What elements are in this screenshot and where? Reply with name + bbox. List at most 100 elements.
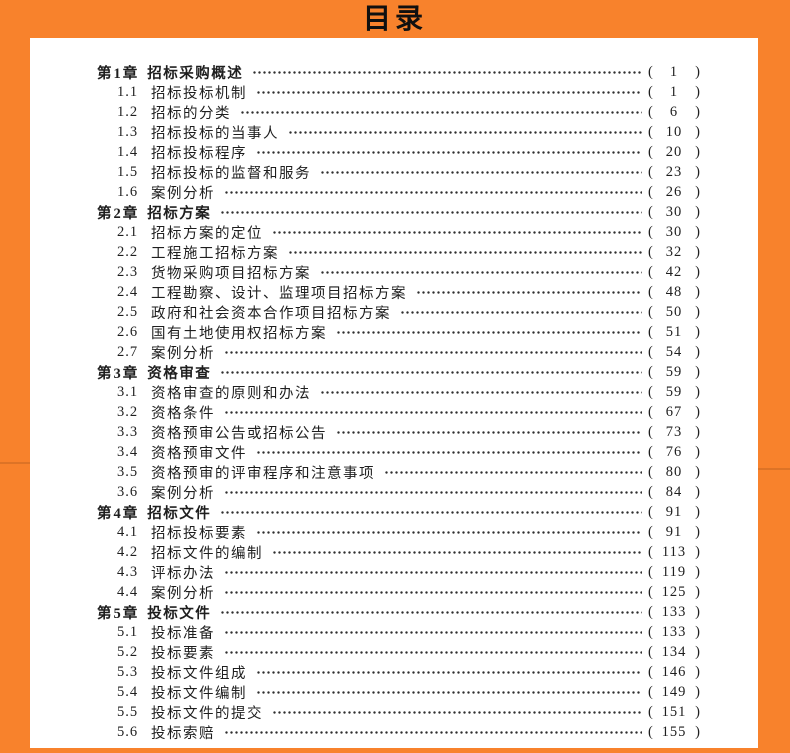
chapter-number: 第5章 xyxy=(97,605,140,622)
page-number-value: 20 xyxy=(665,143,683,160)
page-number: 133 xyxy=(648,604,700,621)
page-number-value: 146 xyxy=(661,663,687,680)
section-number: 5.5 xyxy=(117,703,139,720)
section-title: 资格预审公告或招标公告 xyxy=(151,425,327,442)
chapter-title: 资格审查 xyxy=(147,365,212,382)
section-title: 投标索赔 xyxy=(151,725,215,742)
page-number-value: 133 xyxy=(661,603,687,620)
page-number-value: 30 xyxy=(665,203,683,220)
section-number: 5.6 xyxy=(117,723,139,740)
page-number-value: 32 xyxy=(665,243,683,260)
page-number: 1 xyxy=(648,64,700,81)
section-title: 案例分析 xyxy=(151,585,215,602)
toc-section-row: 2.4 工程勘察、设计、监理项目招标方案 48 xyxy=(97,282,700,302)
page-number: 26 xyxy=(648,184,700,201)
page-number-value: 84 xyxy=(665,483,683,500)
section-number: 4.2 xyxy=(117,543,139,560)
dotted-leader xyxy=(272,222,642,242)
dotted-leader xyxy=(256,82,642,102)
section-title: 招标的分类 xyxy=(151,105,231,122)
page-number: 91 xyxy=(648,524,700,541)
page-number: 20 xyxy=(648,144,700,161)
toc-section-row: 5.1 投标准备 133 xyxy=(97,622,700,642)
page-number: 30 xyxy=(648,224,700,241)
toc-section-row: 2.5 政府和社会资本合作项目招标方案 50 xyxy=(97,302,700,322)
toc-section-row: 3.4 资格预审文件 76 xyxy=(97,442,700,462)
page-number-value: 133 xyxy=(661,623,687,640)
section-title: 招标投标要素 xyxy=(151,525,247,542)
dotted-leader xyxy=(220,502,642,522)
page-number-value: 6 xyxy=(669,103,679,120)
page-number: 84 xyxy=(648,484,700,501)
section-title: 国有土地使用权招标方案 xyxy=(151,325,327,342)
dotted-leader xyxy=(272,702,642,722)
dotted-leader xyxy=(224,402,642,422)
section-number: 1.1 xyxy=(117,83,139,100)
dotted-leader xyxy=(336,422,642,442)
toc-section-row: 3.3 资格预审公告或招标公告 73 xyxy=(97,422,700,442)
page-number-value: 30 xyxy=(665,223,683,240)
section-title: 招标投标的监督和服务 xyxy=(151,165,311,182)
dotted-leader xyxy=(224,582,642,602)
page-title: 目录 xyxy=(362,4,427,35)
section-number: 3.5 xyxy=(117,463,139,480)
dotted-leader xyxy=(224,342,642,362)
section-number: 1.5 xyxy=(117,163,139,180)
chapter-number: 第2章 xyxy=(97,205,140,222)
toc-section-row: 2.3 货物采购项目招标方案 42 xyxy=(97,262,700,282)
dotted-leader xyxy=(224,562,642,582)
page-number: 48 xyxy=(648,284,700,301)
section-number: 1.4 xyxy=(117,143,139,160)
page-number-value: 1 xyxy=(669,83,679,100)
dotted-leader xyxy=(384,462,642,482)
dotted-leader xyxy=(224,622,642,642)
dotted-leader xyxy=(224,642,642,662)
right-edge-mark xyxy=(758,468,790,470)
section-number: 2.7 xyxy=(117,343,139,360)
page-number: 73 xyxy=(648,424,700,441)
toc-section-row: 1.1 招标投标机制 1 xyxy=(97,82,700,102)
page-number: 113 xyxy=(648,544,700,561)
page-number: 54 xyxy=(648,344,700,361)
page-number: 146 xyxy=(648,664,700,681)
toc-section-row: 1.6 案例分析 26 xyxy=(97,182,700,202)
chapter-number: 第1章 xyxy=(97,65,140,82)
section-number: 5.3 xyxy=(117,663,139,680)
toc-section-row: 5.6 投标索赔 155 xyxy=(97,722,700,742)
page-number: 23 xyxy=(648,164,700,181)
page-number: 1 xyxy=(648,84,700,101)
page-number-value: 149 xyxy=(661,683,687,700)
dotted-leader xyxy=(400,302,642,322)
section-number: 5.2 xyxy=(117,643,139,660)
chapter-title: 招标采购概述 xyxy=(147,65,244,82)
toc-section-row: 3.2 资格条件 67 xyxy=(97,402,700,422)
dotted-leader xyxy=(320,262,642,282)
section-number: 2.4 xyxy=(117,283,139,300)
section-number: 4.4 xyxy=(117,583,139,600)
page-number: 10 xyxy=(648,124,700,141)
section-title: 评标办法 xyxy=(151,565,215,582)
page-number-value: 23 xyxy=(665,163,683,180)
dotted-leader xyxy=(256,522,642,542)
section-number: 3.1 xyxy=(117,383,139,400)
section-number: 1.2 xyxy=(117,103,139,120)
section-number: 5.4 xyxy=(117,683,139,700)
page-number: 151 xyxy=(648,704,700,721)
toc-section-row: 1.3 招标投标的当事人 10 xyxy=(97,122,700,142)
section-title: 货物采购项目招标方案 xyxy=(151,265,311,282)
section-number: 1.6 xyxy=(117,183,139,200)
section-title: 工程勘察、设计、监理项目招标方案 xyxy=(151,285,407,302)
page-number-value: 1 xyxy=(669,63,679,80)
section-number: 3.3 xyxy=(117,423,139,440)
dotted-leader xyxy=(224,182,642,202)
toc-section-row: 3.6 案例分析 84 xyxy=(97,482,700,502)
page-number-value: 42 xyxy=(665,263,683,280)
dotted-leader xyxy=(320,162,642,182)
page-number-value: 54 xyxy=(665,343,683,360)
section-number: 4.1 xyxy=(117,523,139,540)
page-number: 67 xyxy=(648,404,700,421)
